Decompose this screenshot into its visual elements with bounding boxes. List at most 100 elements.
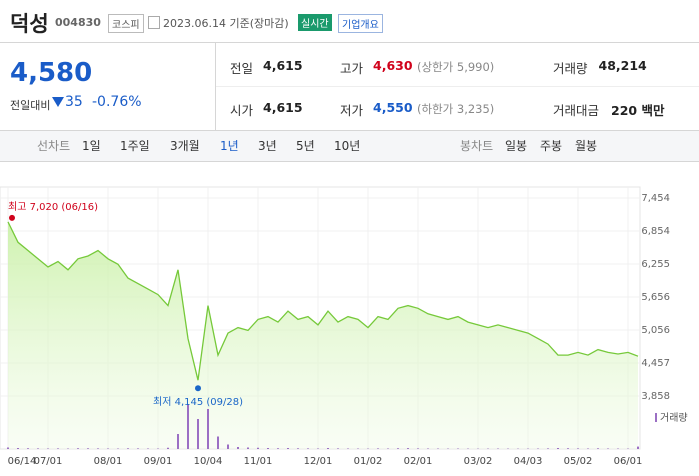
volume-bar (17, 448, 19, 449)
tab-title: 봉차트 (460, 139, 494, 153)
cell-value: 4,615 (263, 58, 303, 73)
cell-value: 4,615 (263, 100, 303, 115)
volume-bar (267, 448, 269, 449)
cell-label: 전일 (230, 61, 254, 76)
volume-legend-swatch (655, 413, 657, 422)
cell-label: 거래량 (553, 61, 588, 76)
volume-bar (217, 436, 219, 449)
volume-bar (347, 448, 349, 449)
change-label: 전일대비 (10, 99, 51, 112)
volume-bar (197, 419, 199, 449)
volume-bar (607, 448, 609, 449)
tab[interactable]: 월봉 (575, 139, 598, 153)
calendar-icon (148, 16, 160, 29)
volume-bar (547, 448, 549, 449)
volume-bar (27, 448, 29, 449)
change-rate: -0.76% (92, 94, 142, 110)
volume-bar (227, 444, 229, 449)
volume-bar (427, 448, 429, 449)
x-tick-label: 08/01 (94, 456, 123, 467)
tab-bar (0, 131, 699, 161)
volume-bar (57, 448, 59, 449)
annotation-dot (195, 385, 201, 392)
volume-bar (637, 446, 639, 449)
volume-bar (327, 448, 329, 449)
volume-bar (7, 447, 9, 449)
volume-bar (47, 448, 49, 449)
tab[interactable]: 주봉 (540, 139, 563, 153)
cell-value: 4,630 (373, 58, 413, 73)
x-tick-label: 12/01 (304, 456, 333, 467)
volume-bar (77, 448, 79, 449)
cell-label: 거래대금 (553, 103, 600, 118)
x-tick-label: 07/01 (34, 456, 63, 467)
cell-note: (하한가 3,235) (417, 102, 495, 116)
y-tick-label: 3,858 (641, 391, 670, 402)
volume-bar (107, 448, 109, 449)
y-tick-label: 7,454 (641, 193, 670, 204)
price-line (7, 221, 639, 381)
tab[interactable]: 10년 (334, 139, 361, 153)
current-price: 4,580 (10, 58, 93, 88)
volume-bar (37, 448, 39, 449)
stock-code: 004830 (55, 16, 101, 29)
volume-bar (597, 448, 599, 449)
volume-bar (87, 448, 89, 449)
y-tick-label: 6,854 (641, 226, 670, 237)
down-arrow (52, 97, 64, 107)
x-tick-label: 05/02 (564, 456, 593, 467)
quote-date: 2023.06.14 기준(장마감) (163, 17, 289, 30)
divider (215, 42, 216, 130)
volume-bar (147, 448, 149, 449)
volume-bar (297, 448, 299, 449)
x-tick-label: 10/04 (194, 456, 223, 467)
annotation-dot (9, 214, 15, 221)
stock-name: 덕성 (10, 12, 49, 36)
overview-button[interactable]: 기업개요 (338, 14, 383, 33)
volume-bar (407, 448, 409, 449)
cell-value: 220 백만 (611, 103, 665, 118)
cell-value: 48,214 (598, 58, 647, 73)
volume-bar (237, 447, 239, 449)
market-badge: 코스피 (108, 14, 144, 33)
cell-value: 4,550 (373, 100, 413, 115)
x-tick-label: 03/02 (464, 456, 493, 467)
y-tick-label: 6,255 (641, 259, 670, 270)
volume-bar (167, 447, 169, 449)
volume-bar (307, 448, 309, 449)
volume-legend: 거래량 (660, 412, 688, 424)
x-tick-label: 06/01 (614, 456, 643, 467)
volume-bar (187, 404, 189, 449)
volume-bar (177, 434, 179, 449)
volume-bar (387, 448, 389, 449)
y-tick-label: 5,056 (641, 325, 670, 336)
tab[interactable]: 일봉 (505, 139, 528, 153)
volume-bar (137, 448, 139, 449)
divider (0, 161, 699, 162)
cell-label: 시가 (230, 103, 254, 118)
divider (216, 86, 699, 87)
volume-bar (337, 448, 339, 449)
x-tick-label: 01/02 (354, 456, 383, 467)
change-value: 35 (65, 94, 83, 110)
volume-bar (127, 448, 129, 449)
realtime-badge[interactable]: 실시간 (298, 14, 332, 31)
x-tick-label: 06/14 (8, 456, 37, 467)
x-tick-label: 04/03 (514, 456, 543, 467)
volume-bar (207, 409, 209, 449)
tab[interactable]: 1일 (82, 139, 101, 153)
tab[interactable]: 5년 (296, 139, 315, 153)
tab[interactable]: 1년 (220, 139, 239, 153)
cell-label: 고가 (340, 61, 364, 76)
volume-bar (317, 448, 319, 449)
cell-note: (상한가 5,990) (417, 60, 495, 74)
tab-title: 선차트 (37, 139, 71, 153)
divider (0, 130, 699, 131)
tab[interactable]: 1주일 (120, 139, 150, 153)
tab[interactable]: 3개월 (170, 139, 200, 153)
volume-bar (257, 447, 259, 449)
tab[interactable]: 3년 (258, 139, 277, 153)
y-tick-label: 4,457 (641, 358, 670, 369)
volume-bar (417, 448, 419, 449)
